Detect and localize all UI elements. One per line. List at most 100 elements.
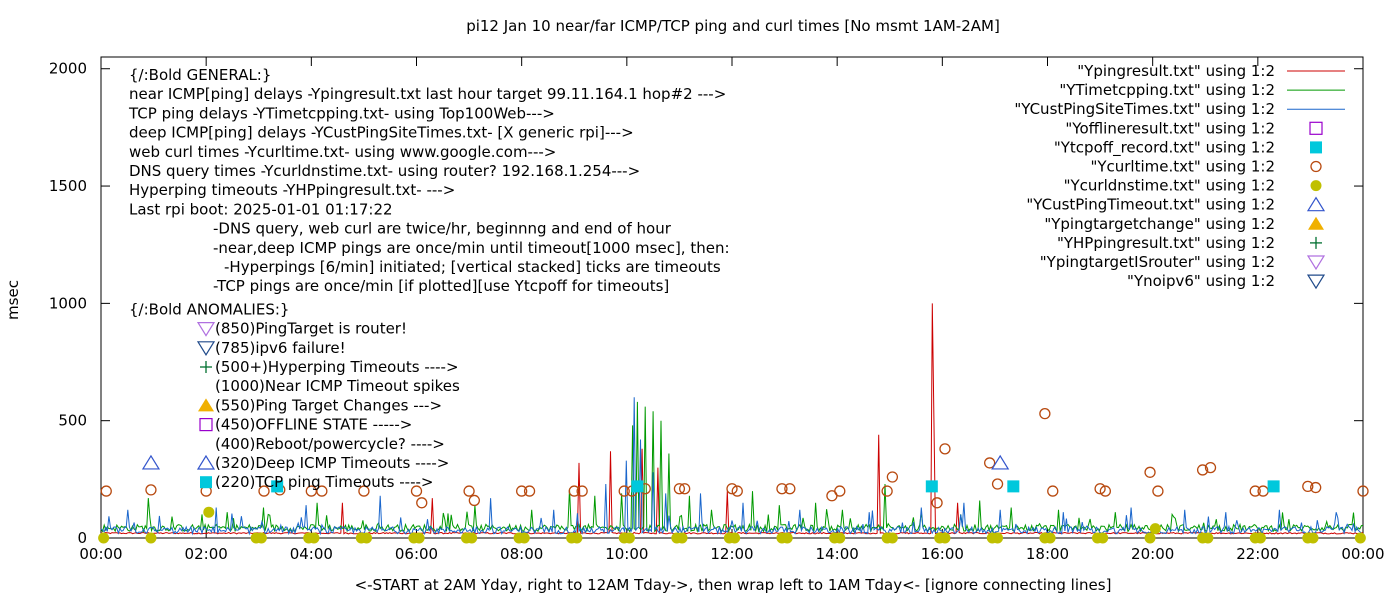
x-tick-label: 12:00	[710, 545, 753, 563]
dns-point	[571, 532, 583, 544]
y-tick-label: 1000	[49, 294, 87, 312]
dns-point	[1044, 532, 1056, 544]
dns-point	[781, 532, 793, 544]
curl-point	[1144, 466, 1156, 478]
dns-point	[939, 532, 951, 544]
curl-point	[679, 483, 691, 495]
annotation-line: near ICMP[ping] delays -Ypingresult.txt …	[129, 85, 726, 103]
curl-point	[576, 485, 588, 497]
curl-point	[523, 485, 536, 497]
deep-timeout-point	[991, 454, 1010, 470]
legend-label: "Yofflineresult.txt" using 1:2	[1065, 119, 1275, 137]
annotation-line: Last rpi boot: 2025-01-01 01:17:22	[129, 200, 393, 218]
curl-point	[731, 485, 743, 497]
dns-point	[361, 532, 373, 544]
curl-point	[416, 497, 428, 509]
dns-point	[834, 532, 846, 544]
dns-point	[255, 532, 267, 544]
curl-point	[145, 484, 157, 496]
annotation-line: (450)OFFLINE STATE ----->	[215, 416, 412, 434]
annotation-line: -Hyperpings [6/min] initiated; [vertical…	[224, 258, 721, 276]
dns-point	[992, 532, 1004, 544]
dns-point	[886, 532, 898, 544]
tcp-timeout-point	[631, 480, 644, 493]
x-tick-label: 18:00	[1026, 545, 1069, 563]
tcp-timeout-point	[1267, 480, 1280, 493]
curl-point	[1302, 480, 1314, 493]
annotation-line: (400)Reboot/powercycle? ---->	[215, 435, 445, 453]
dns-point	[1254, 532, 1266, 544]
x-tick-label: 20:00	[1131, 545, 1174, 563]
curl-point	[258, 485, 270, 497]
curl-point	[726, 483, 738, 495]
x-axis-label: <-START at 2AM Yday, right to 12AM Tday-…	[355, 576, 1112, 594]
tcp-timeout-point	[271, 480, 284, 493]
annotation-marker	[196, 454, 216, 470]
legend-swatch	[1310, 141, 1322, 154]
annotation-marker	[198, 398, 214, 412]
curl-point	[568, 485, 580, 497]
dns-point	[466, 532, 478, 544]
dns-point	[518, 532, 530, 544]
annotation-line: -DNS query, web curl are twice/hr, begin…	[213, 220, 672, 238]
chart-title: pi12 Jan 10 near/far ICMP/TCP ping and c…	[466, 17, 1000, 35]
dns-point	[1307, 532, 1319, 544]
curl-point	[100, 485, 112, 497]
annotation-line: (550)Ping Target Changes --->	[215, 396, 442, 414]
annotation-block: {/:Bold GENERAL:}near ICMP[ping] delays …	[128, 66, 730, 491]
x-tick-label: 10:00	[605, 545, 648, 563]
y-axis-label: msec	[4, 280, 22, 320]
tcp-timeout-point	[925, 480, 938, 493]
annotation-line: TCP ping delays -YTimetcpping.txt- using…	[128, 104, 555, 122]
annotation-line: web curl times -Ycurltime.txt- using www…	[129, 143, 556, 161]
annotation-line: {/:Bold GENERAL:}	[129, 66, 271, 84]
curl-point	[886, 471, 899, 483]
legend-label: "YTimetcpping.txt" using 1:2	[1059, 81, 1275, 99]
dns-point	[413, 532, 425, 544]
dns-point	[145, 532, 157, 544]
x-tick-label: 00:00	[1341, 545, 1384, 563]
legend-swatch	[1310, 160, 1322, 173]
curl-point	[834, 485, 846, 497]
legend-label: "Ypingresult.txt" using 1:2	[1077, 62, 1275, 80]
y-tick-label: 2000	[49, 60, 87, 78]
x-tick-label: 08:00	[500, 545, 543, 563]
annotation-marker	[199, 418, 213, 432]
y-tick-label: 500	[58, 412, 87, 430]
curl-point	[1099, 485, 1111, 497]
curl-point	[1357, 485, 1369, 497]
dns-point	[98, 532, 110, 544]
tcp-timeout-point	[1007, 480, 1020, 493]
dns-point	[1202, 532, 1214, 544]
curl-point	[1310, 481, 1322, 494]
curl-point	[1039, 407, 1051, 420]
annotation-marker	[196, 341, 216, 356]
dns-point	[308, 532, 320, 544]
legend-swatch	[1308, 216, 1324, 230]
legend-swatch	[1309, 121, 1323, 135]
curl-point	[991, 478, 1004, 490]
curl-point	[776, 483, 788, 495]
annotation-marker	[200, 361, 212, 373]
legend-label: "Ypingtargetchange" using 1:2	[1044, 215, 1275, 233]
legend-label: "Ycurldnstime.txt" using 1:2	[1064, 177, 1275, 195]
x-tick-label: 16:00	[921, 545, 964, 563]
curl-point	[1047, 485, 1059, 497]
x-tick-label: 06:00	[395, 545, 438, 563]
curl-point	[1204, 461, 1217, 474]
curl-point	[516, 485, 528, 497]
dns-point	[676, 532, 688, 544]
annotation-line: deep ICMP[ping] delays -YCustPingSiteTim…	[129, 124, 634, 142]
y-tick-label: 0	[77, 529, 87, 547]
curl-point	[673, 483, 686, 495]
legend-label: "YpingtargetISrouter" using 1:2	[1040, 253, 1275, 271]
curl-point	[1152, 485, 1164, 497]
annotation-line: (220)TCP ping Timeouts ---->	[215, 473, 433, 491]
legend-label: "Ynoipv6" using 1:2	[1127, 272, 1275, 290]
deep-timeout-point	[141, 454, 161, 470]
y-tick-label: 1500	[49, 177, 87, 195]
legend-label: "YCustPingTimeout.txt" using 1:2	[1026, 196, 1275, 214]
curl-point	[784, 483, 796, 495]
dns-point	[1144, 532, 1156, 544]
curl-point	[939, 443, 951, 455]
